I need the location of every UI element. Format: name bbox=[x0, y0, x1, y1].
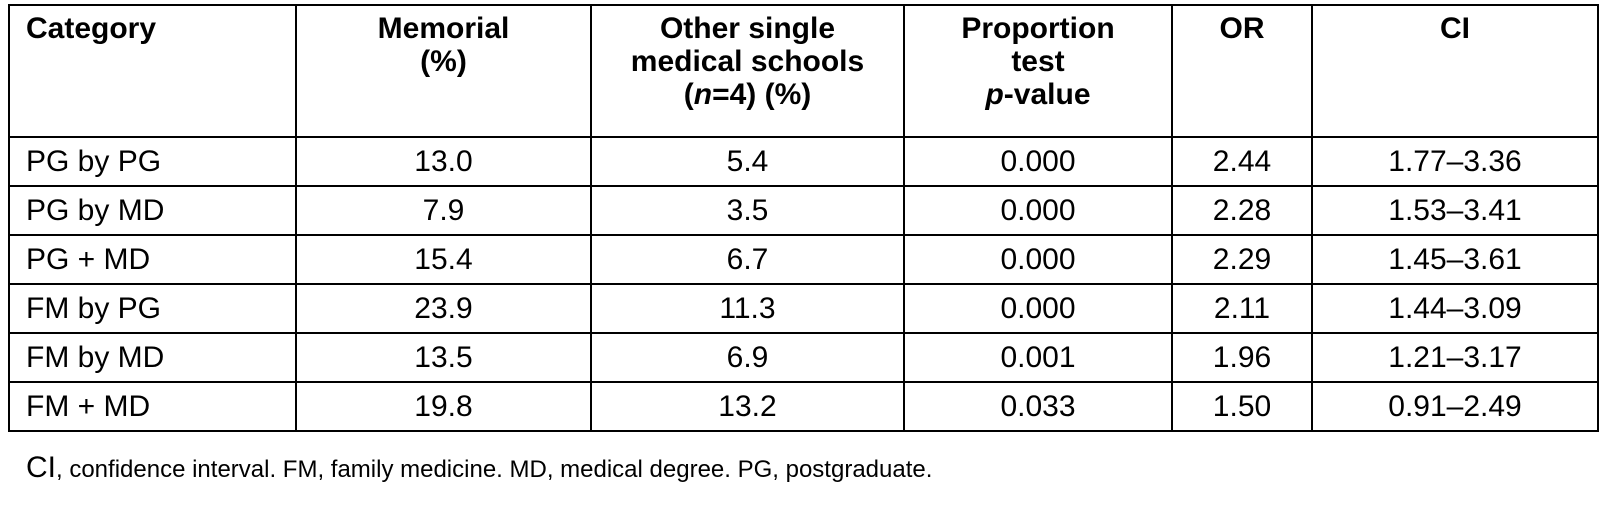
cell-memorial: 13.0 bbox=[295, 136, 592, 187]
table-row: PG + MD 15.4 6.7 0.000 2.29 1.45–3.61 bbox=[8, 234, 1599, 285]
cell-p-value: 0.033 bbox=[903, 381, 1173, 432]
table-row: FM + MD 19.8 13.2 0.033 1.50 0.91–2.49 bbox=[8, 381, 1599, 432]
cell-p-value: 0.000 bbox=[903, 136, 1173, 187]
cell-p-value: 0.001 bbox=[903, 332, 1173, 383]
header-proportion-line2: test bbox=[1011, 45, 1065, 78]
cell-ci: 1.44–3.09 bbox=[1311, 283, 1599, 334]
cell-memorial: 23.9 bbox=[295, 283, 592, 334]
header-proportion-line1: Proportion bbox=[961, 12, 1115, 45]
cell-or: 2.28 bbox=[1171, 185, 1313, 236]
cell-other-schools: 5.4 bbox=[590, 136, 905, 187]
cell-category: PG + MD bbox=[8, 234, 297, 285]
cell-category: FM + MD bbox=[8, 381, 297, 432]
cell-memorial: 13.5 bbox=[295, 332, 592, 383]
cell-or: 1.96 bbox=[1171, 332, 1313, 383]
header-other-line1: Other single bbox=[659, 12, 836, 45]
cell-category: PG by MD bbox=[8, 185, 297, 236]
header-category: Category bbox=[8, 4, 297, 138]
cell-other-schools: 13.2 bbox=[590, 381, 905, 432]
cell-ci: 0.91–2.49 bbox=[1311, 381, 1599, 432]
cell-other-schools: 6.7 bbox=[590, 234, 905, 285]
header-other-n-rest: =4) (%) bbox=[712, 78, 812, 111]
header-ci: CI bbox=[1311, 4, 1599, 138]
cell-ci: 1.45–3.61 bbox=[1311, 234, 1599, 285]
header-ci-label: CI bbox=[1440, 12, 1470, 45]
header-other-line2: medical schools bbox=[630, 45, 865, 78]
header-proportion-line3: p-value bbox=[921, 78, 1155, 111]
cell-category: PG by PG bbox=[8, 136, 297, 187]
header-other-schools: Other single medical schools (n=4) (%) bbox=[590, 4, 905, 138]
cell-other-schools: 3.5 bbox=[590, 185, 905, 236]
header-category-label: Category bbox=[26, 12, 157, 45]
table-header: Category Memorial (%) Other single medic… bbox=[8, 4, 1599, 138]
table-row: FM by PG 23.9 11.3 0.000 2.11 1.44–3.09 bbox=[8, 283, 1599, 334]
cell-category: FM by PG bbox=[8, 283, 297, 334]
cell-memorial: 7.9 bbox=[295, 185, 592, 236]
data-table: Category Memorial (%) Other single medic… bbox=[8, 4, 1599, 432]
footnote-text: , confidence interval. FM, family medici… bbox=[56, 456, 933, 483]
cell-or: 2.11 bbox=[1171, 283, 1313, 334]
cell-or: 2.44 bbox=[1171, 136, 1313, 187]
cell-memorial: 19.8 bbox=[295, 381, 592, 432]
header-p-value-rest: -value bbox=[1003, 78, 1091, 111]
header-memorial-line1: Memorial bbox=[377, 12, 510, 45]
header-or-label: OR bbox=[1219, 12, 1265, 45]
header-memorial-line2: (%) bbox=[420, 45, 467, 78]
cell-ci: 1.53–3.41 bbox=[1311, 185, 1599, 236]
cell-other-schools: 6.9 bbox=[590, 332, 905, 383]
cell-ci: 1.77–3.36 bbox=[1311, 136, 1599, 187]
cell-category: FM by MD bbox=[8, 332, 297, 383]
header-or: OR bbox=[1171, 4, 1313, 138]
cell-or: 1.50 bbox=[1171, 381, 1313, 432]
cell-memorial: 15.4 bbox=[295, 234, 592, 285]
header-memorial: Memorial (%) bbox=[295, 4, 592, 138]
cell-other-schools: 11.3 bbox=[590, 283, 905, 334]
header-p-italic: p bbox=[985, 78, 1004, 111]
table-body: PG by PG 13.0 5.4 0.000 2.44 1.77–3.36 P… bbox=[8, 136, 1599, 432]
cell-p-value: 0.000 bbox=[903, 185, 1173, 236]
header-other-line3: (n=4) (%) bbox=[608, 78, 887, 111]
cell-p-value: 0.000 bbox=[903, 283, 1173, 334]
header-other-open-paren: ( bbox=[683, 78, 694, 111]
footnote: CI, confidence interval. FM, family medi… bbox=[26, 452, 932, 486]
cell-or: 2.29 bbox=[1171, 234, 1313, 285]
header-proportion-test: Proportion test p-value bbox=[903, 4, 1173, 138]
table-row: FM by MD 13.5 6.9 0.001 1.96 1.21–3.17 bbox=[8, 332, 1599, 383]
cell-p-value: 0.000 bbox=[903, 234, 1173, 285]
footnote-ci-abbr: CI bbox=[26, 451, 56, 484]
table-row: PG by PG 13.0 5.4 0.000 2.44 1.77–3.36 bbox=[8, 136, 1599, 187]
header-other-n-italic: n bbox=[693, 78, 713, 111]
header-row: Category Memorial (%) Other single medic… bbox=[8, 4, 1599, 138]
table-row: PG by MD 7.9 3.5 0.000 2.28 1.53–3.41 bbox=[8, 185, 1599, 236]
cell-ci: 1.21–3.17 bbox=[1311, 332, 1599, 383]
